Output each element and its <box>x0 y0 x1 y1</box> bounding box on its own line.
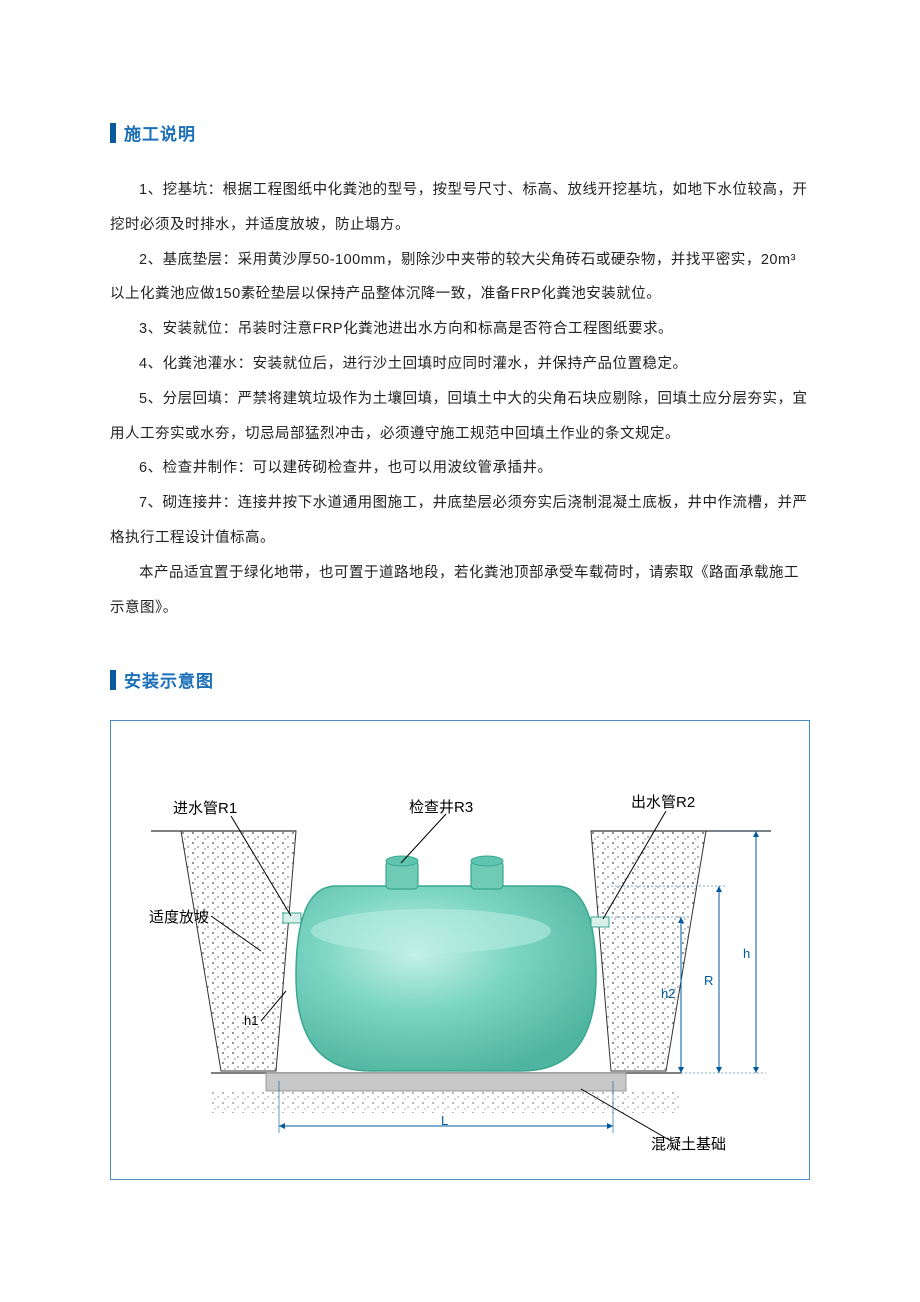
section-header-instructions: 施工说明 <box>110 120 810 145</box>
accent-bar <box>110 123 116 143</box>
instruction-item: 4、化粪池灌水：安装就位后，进行沙土回填时应同时灌水，并保持产品位置稳定。 <box>110 347 810 382</box>
section-header-diagram: 安装示意图 <box>110 667 810 692</box>
label-outlet: 出水管R2 <box>631 791 695 812</box>
label-foundation: 混凝土基础 <box>651 1133 726 1154</box>
section-title-diagram: 安装示意图 <box>124 667 214 692</box>
dim-R: R <box>704 973 713 988</box>
instruction-item: 5、分层回填：严禁将建筑垃圾作为土壤回填，回填土中大的尖角石块应剔除，回填土应分… <box>110 382 810 452</box>
dim-h: h <box>743 946 750 961</box>
label-slope: 适度放坡 <box>149 906 209 927</box>
instruction-item: 7、砌连接井：连接井按下水道通用图施工，井底垫层必须夯实后浇制混凝土底板，井中作… <box>110 486 810 556</box>
dim-h1: h1 <box>244 1013 258 1028</box>
diagram-svg <box>111 721 810 1180</box>
instruction-item: 2、基底垫层：采用黄沙厚50-100mm，剔除沙中夹带的较大尖角砖石或硬杂物，并… <box>110 243 810 313</box>
label-inspection: 检查井R3 <box>409 796 473 817</box>
dim-L: L <box>441 1113 448 1128</box>
section-title-instructions: 施工说明 <box>124 120 196 145</box>
instruction-item: 1、挖基坑：根据工程图纸中化粪池的型号，按型号尺寸、标高、放线开挖基坑，如地下水… <box>110 173 810 243</box>
instruction-item: 本产品适宜置于绿化地带，也可置于道路地段，若化粪池顶部承受车载荷时，请索取《路面… <box>110 556 810 626</box>
accent-bar <box>110 670 116 690</box>
installation-diagram: 进水管R1 检查井R3 出水管R2 适度放坡 混凝土基础 h1 h2 R h L <box>110 720 810 1180</box>
label-inlet: 进水管R1 <box>173 797 237 818</box>
instructions-body: 1、挖基坑：根据工程图纸中化粪池的型号，按型号尺寸、标高、放线开挖基坑，如地下水… <box>110 173 810 625</box>
dim-h2: h2 <box>661 986 675 1001</box>
instruction-item: 3、安装就位：吊装时注意FRP化粪池进出水方向和标高是否符合工程图纸要求。 <box>110 312 810 347</box>
instruction-item: 6、检查井制作：可以建砖砌检查井，也可以用波纹管承插井。 <box>110 451 810 486</box>
